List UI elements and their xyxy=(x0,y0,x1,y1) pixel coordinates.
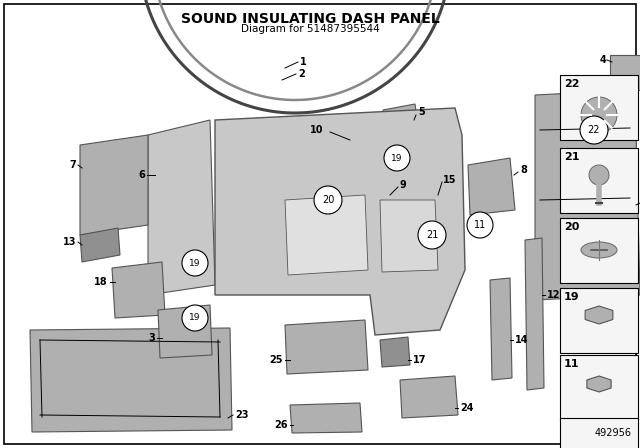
Polygon shape xyxy=(148,120,215,295)
Text: 19: 19 xyxy=(189,314,201,323)
Text: 2: 2 xyxy=(298,69,305,79)
Text: 13: 13 xyxy=(63,237,76,247)
Text: 1: 1 xyxy=(300,57,307,67)
Polygon shape xyxy=(585,306,613,324)
Circle shape xyxy=(314,186,342,214)
Circle shape xyxy=(580,116,608,144)
Polygon shape xyxy=(30,328,232,432)
Text: 23: 23 xyxy=(235,410,248,420)
Bar xyxy=(560,418,638,448)
Text: 7: 7 xyxy=(69,160,76,170)
Polygon shape xyxy=(587,376,611,392)
Polygon shape xyxy=(380,337,410,367)
Polygon shape xyxy=(112,262,165,318)
Polygon shape xyxy=(535,90,640,300)
Text: 6: 6 xyxy=(138,170,145,180)
Polygon shape xyxy=(468,158,515,215)
Text: 19: 19 xyxy=(391,154,403,163)
Polygon shape xyxy=(610,55,640,90)
Circle shape xyxy=(589,165,609,185)
Text: 26: 26 xyxy=(275,420,288,430)
Polygon shape xyxy=(80,135,148,235)
Polygon shape xyxy=(290,403,362,433)
Text: Diagram for 51487395544: Diagram for 51487395544 xyxy=(241,24,380,34)
Polygon shape xyxy=(400,376,458,418)
Bar xyxy=(560,75,638,140)
Text: 11: 11 xyxy=(474,220,486,230)
Text: 12: 12 xyxy=(547,290,561,300)
Text: 20: 20 xyxy=(322,195,334,205)
Polygon shape xyxy=(285,195,368,275)
Text: 24: 24 xyxy=(460,403,474,413)
Circle shape xyxy=(418,221,446,249)
Text: 15: 15 xyxy=(443,175,456,185)
Text: 4: 4 xyxy=(599,55,606,65)
Polygon shape xyxy=(380,200,438,272)
Circle shape xyxy=(581,97,617,133)
Text: 18: 18 xyxy=(94,277,108,287)
Circle shape xyxy=(384,145,410,171)
Polygon shape xyxy=(80,228,120,262)
Circle shape xyxy=(467,212,493,238)
Polygon shape xyxy=(490,278,512,380)
Text: 17: 17 xyxy=(413,355,426,365)
Ellipse shape xyxy=(581,242,617,258)
Text: 5: 5 xyxy=(418,107,425,117)
Bar xyxy=(560,148,638,213)
Bar xyxy=(560,218,638,283)
Text: 21: 21 xyxy=(564,152,579,162)
Text: 14: 14 xyxy=(515,335,529,345)
Circle shape xyxy=(182,250,208,276)
Text: 21: 21 xyxy=(426,230,438,240)
Bar xyxy=(560,288,638,353)
Text: 11: 11 xyxy=(564,359,579,369)
Polygon shape xyxy=(285,320,368,374)
Text: 20: 20 xyxy=(564,222,579,232)
Text: SOUND INSULATING DASH PANEL: SOUND INSULATING DASH PANEL xyxy=(180,12,440,26)
Text: 19: 19 xyxy=(189,258,201,267)
Text: 25: 25 xyxy=(269,355,283,365)
Polygon shape xyxy=(383,104,418,132)
Polygon shape xyxy=(525,238,544,390)
Text: 22: 22 xyxy=(588,125,600,135)
Circle shape xyxy=(182,305,208,331)
Text: 492956: 492956 xyxy=(595,428,632,438)
Text: 8: 8 xyxy=(520,165,527,175)
Text: 22: 22 xyxy=(564,79,579,89)
Polygon shape xyxy=(158,305,212,358)
Text: 10: 10 xyxy=(310,125,323,135)
Bar xyxy=(560,355,638,420)
Text: 19: 19 xyxy=(564,292,580,302)
Polygon shape xyxy=(215,108,465,335)
Text: 9: 9 xyxy=(400,180,407,190)
Text: 3: 3 xyxy=(148,333,155,343)
